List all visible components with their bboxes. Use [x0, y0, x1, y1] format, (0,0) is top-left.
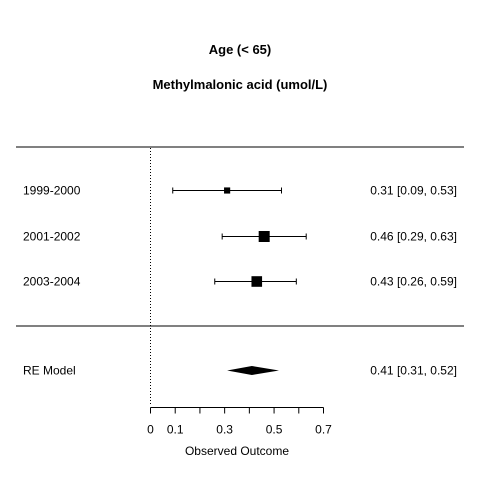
summary-diamond [227, 366, 280, 375]
study-label: 2001-2002 [23, 230, 81, 244]
x-axis-label: Observed Outcome [185, 444, 289, 458]
estimate-text: 0.31 [0.09, 0.53] [370, 184, 457, 198]
x-tick-label: 0.7 [315, 423, 332, 437]
study-label: 1999-2000 [23, 184, 81, 198]
estimate-text: 0.46 [0.29, 0.63] [370, 230, 457, 244]
point-estimate [251, 276, 263, 287]
plot-area: 1999-2000 0.31 [0.09, 0.53] 2001-2002 0.46 … [23, 148, 457, 437]
x-tick-label: 0.3 [216, 423, 233, 437]
point-estimate [258, 231, 270, 242]
chart-title: Age (< 65) [209, 42, 272, 57]
x-tick-label: 0.1 [167, 423, 184, 437]
x-tick-label: 0 [147, 423, 154, 437]
summary-text: 0.41 [0.31, 0.52] [370, 364, 457, 378]
x-tick-label: 0.5 [266, 423, 283, 437]
point-estimate [224, 187, 231, 194]
chart-subtitle: Methylmalonic acid (umol/L) [153, 77, 328, 92]
summary-label: RE Model [23, 364, 76, 378]
study-label: 2003-2004 [23, 275, 81, 289]
estimate-text: 0.43 [0.26, 0.59] [370, 275, 457, 289]
